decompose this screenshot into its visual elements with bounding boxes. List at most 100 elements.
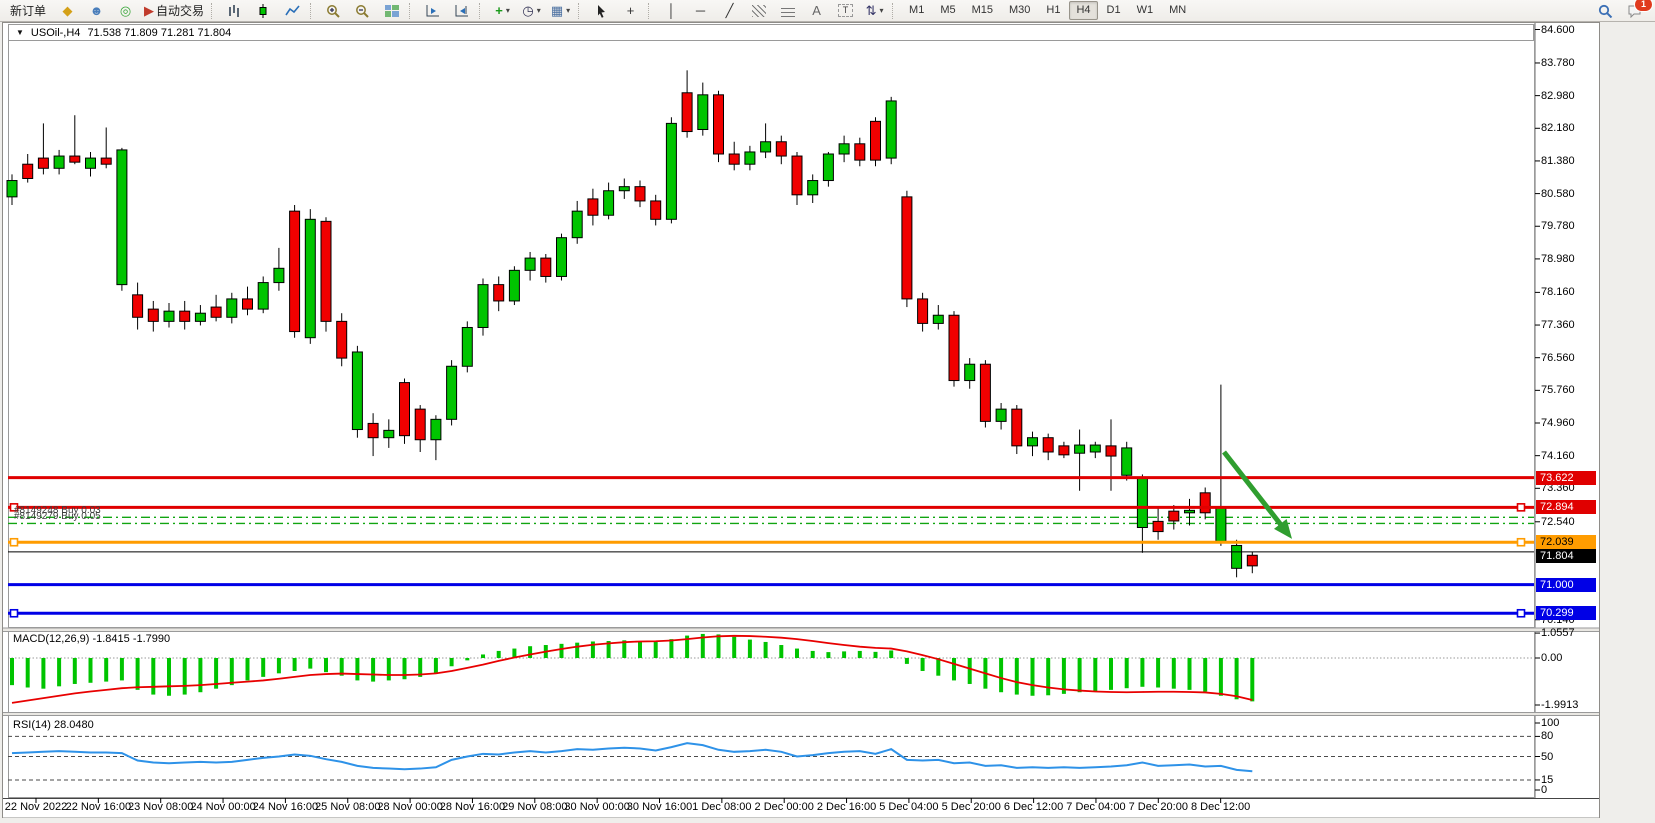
tile-windows-button[interactable]	[378, 0, 405, 21]
price-badge-72.894: 72.894	[1536, 500, 1596, 515]
timeframe-m5-button[interactable]: M5	[940, 4, 956, 16]
price-axis-tick: 75.760	[1541, 384, 1575, 397]
notification-badge: 1	[1634, 0, 1653, 12]
symbol-label: USOil-,H4	[30, 26, 81, 39]
autotrading-button-label: 自动交易	[156, 4, 205, 18]
fibonacci-button[interactable]	[774, 0, 801, 21]
dropdown-caret-icon: ▾	[505, 6, 510, 15]
horizontal-line-icon: ─	[695, 3, 706, 18]
timeframe-m15-button[interactable]: M15	[971, 4, 993, 16]
text-icon: A	[812, 3, 821, 18]
autotrading-button[interactable]: ▶ 自动交易	[141, 0, 207, 21]
dropdown-caret-icon: ▾	[566, 6, 571, 15]
time-axis-label: 1 Dec 08:00	[692, 801, 752, 813]
indicators-button[interactable]: + ▾	[489, 0, 516, 21]
text-label-button[interactable]: T	[832, 0, 859, 21]
gold-seal-icon[interactable]: ◆	[54, 0, 81, 21]
time-axis-label: 22 Nov 16:00	[65, 801, 132, 813]
toolbar-separator	[479, 2, 484, 19]
new-order-button[interactable]: 新订单	[10, 4, 47, 18]
toolbar-separator	[578, 2, 583, 19]
time-axis-label: 6 Dec 12:00	[1003, 801, 1064, 813]
templates-icon: ▦	[550, 3, 564, 18]
time-axis-label: 29 Nov 08:00	[502, 801, 568, 813]
chart-title-bar[interactable]: ▼ USOil-,H4 71.538 71.809 71.281 71.804	[8, 24, 1534, 41]
time-axis-label: 23 Nov 08:00	[127, 801, 194, 813]
time-axis-label: 2 Dec 00:00	[754, 801, 814, 813]
crosshair-icon: +	[626, 3, 635, 18]
equidistant-channel-button[interactable]	[745, 0, 772, 21]
timeframe-m1-button[interactable]: M1	[909, 4, 925, 16]
signal-icon[interactable]: ◎	[112, 0, 139, 21]
vertical-line-icon: │	[667, 3, 676, 18]
cursor-button[interactable]	[588, 0, 615, 21]
timeframe-mn-button[interactable]: MN	[1169, 4, 1187, 16]
zoom-in-button[interactable]	[320, 0, 347, 21]
time-axis-label: 25 Nov 08:00	[315, 801, 381, 813]
search-button[interactable]	[1592, 0, 1619, 21]
macd-indicator-label: MACD(12,26,9) -1.8415 -1.7990	[13, 633, 171, 645]
candlestick-chart-button[interactable]	[250, 0, 277, 21]
rsi-axis-tick: 15	[1541, 773, 1554, 786]
timeframe-w1-button[interactable]: W1	[1136, 4, 1154, 16]
toolbar-separator	[310, 2, 315, 19]
window-right-margin	[1601, 22, 1655, 823]
vertical-line-button[interactable]: │	[658, 0, 685, 21]
timeframe-m30-button[interactable]: M30	[1009, 4, 1031, 16]
bar-chart-button[interactable]	[221, 0, 248, 21]
toolbar-separator	[211, 2, 216, 19]
bar-chart-icon	[227, 4, 242, 18]
search-icon	[1598, 4, 1613, 18]
fibonacci-icon	[780, 4, 795, 17]
timeframe-h4-button[interactable]: H4	[1069, 1, 1098, 20]
dropdown-caret-icon: ▾	[879, 6, 884, 15]
timeframe-d1-button[interactable]: D1	[1106, 4, 1121, 16]
order-label-2: #8149279 Buy 0.05	[14, 511, 101, 523]
time-axis-label: 5 Dec 04:00	[879, 801, 939, 813]
chart-shift-icon	[454, 4, 469, 18]
templates-button[interactable]: ▦ ▾	[547, 0, 574, 21]
time-axis-label: 2 Dec 16:00	[816, 801, 877, 813]
ohlc-label: 71.538 71.809 71.281 71.804	[87, 26, 232, 39]
timeframe-h1-button[interactable]: H1	[1046, 4, 1061, 16]
horizontal-line-button[interactable]: ─	[687, 0, 714, 21]
metaeditor-icon-icon: ☻	[89, 3, 104, 18]
cursor-icon	[594, 4, 609, 18]
price-axis-tick: 76.560	[1541, 351, 1575, 364]
notifications-button[interactable]: 1	[1621, 0, 1653, 21]
toolbar: 新订单 ◆ ☻ ◎ ▶ 自动交易 + ▾ ◷ ▾ ▦ ▾ + │ ─ ╱ A T ⇅ ▾ M1 M5 M15 M30 H1 H4 D…	[0, 0, 1655, 22]
rsi-indicator-label: RSI(14) 28.0480	[13, 719, 94, 731]
chevron-down-icon[interactable]: ▼	[16, 28, 24, 37]
trendline-button[interactable]: ╱	[716, 0, 743, 21]
time-axis-label: 28 Nov 16:00	[439, 801, 506, 813]
toolbar-right-group: 1	[1591, 0, 1653, 21]
zoom-in-icon	[326, 4, 341, 18]
toolbar-separator	[409, 2, 414, 19]
toolbar-separator	[892, 2, 897, 19]
text-button[interactable]: A	[803, 0, 830, 21]
zoom-out-button[interactable]	[349, 0, 376, 21]
text-label-icon: T	[838, 4, 854, 17]
period-menu-button[interactable]: ◷ ▾	[518, 0, 545, 21]
time-axis-label: 22 Nov 2022	[4, 801, 68, 813]
macd-axis-tick: 1.0557	[1541, 627, 1575, 640]
rsi-axis-tick: 100	[1541, 717, 1560, 729]
period-menu-icon: ◷	[522, 3, 534, 18]
price-axis-tick: 82.180	[1541, 122, 1575, 135]
crosshair-button[interactable]: +	[617, 0, 644, 21]
auto-scroll-button[interactable]	[419, 0, 446, 21]
arrows-button[interactable]: ⇅ ▾	[861, 0, 888, 21]
price-axis-tick: 73.360	[1541, 482, 1575, 495]
price-axis-tick: 83.780	[1541, 56, 1575, 69]
line-chart-button[interactable]	[279, 0, 306, 21]
price-axis-tick: 74.960	[1541, 417, 1575, 429]
price-badge-70.299: 70.299	[1536, 606, 1596, 621]
auto-scroll-icon	[425, 4, 440, 18]
chart-shift-button[interactable]	[448, 0, 475, 21]
price-badge-72.039: 72.039	[1536, 535, 1596, 550]
metaeditor-icon[interactable]: ☻	[83, 0, 110, 21]
price-axis-tick: 82.980	[1541, 89, 1575, 102]
time-axis-label: 7 Dec 20:00	[1128, 801, 1188, 813]
